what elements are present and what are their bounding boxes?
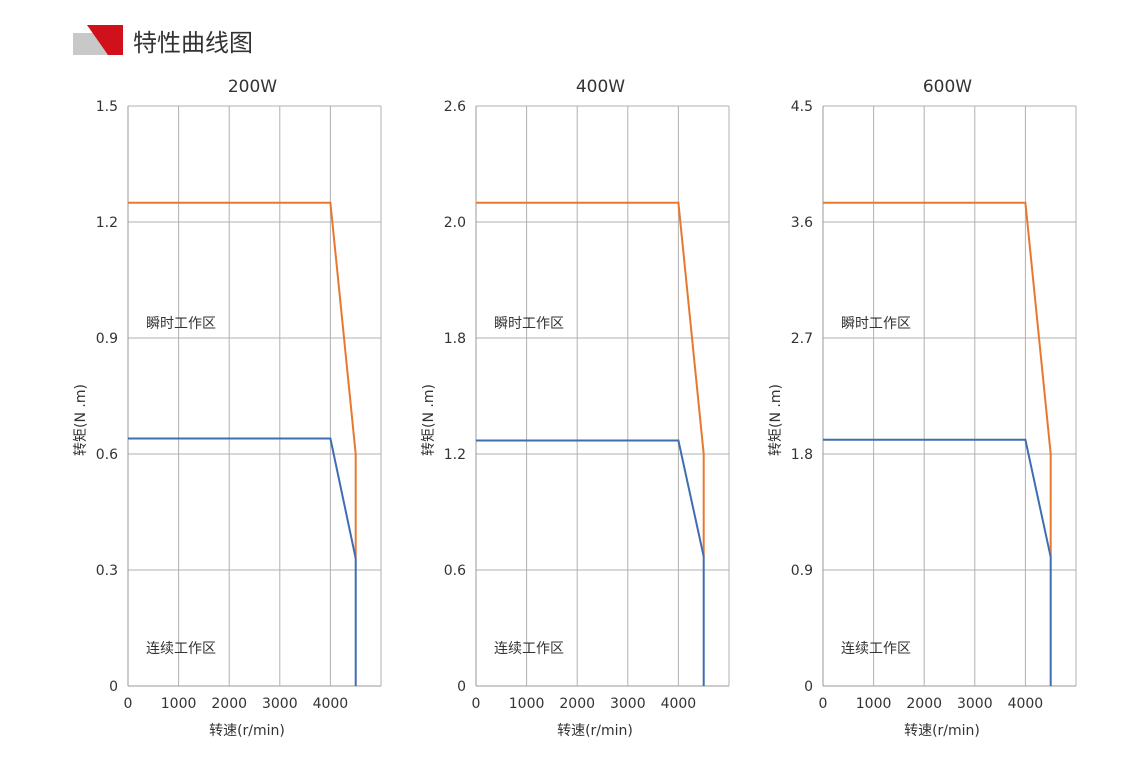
x-tick-label: 3000 bbox=[262, 696, 298, 712]
x-tick-label: 3000 bbox=[610, 696, 646, 712]
annotation-continuous-zone: 连续工作区 bbox=[841, 640, 911, 657]
x-tick-label: 2000 bbox=[559, 696, 595, 712]
x-tick-label: 1000 bbox=[856, 696, 892, 712]
chart-400W: 0 0.6 1.2 1.8 2.0 2.6 0 1000 2000 3000 4000 400W 转速(… bbox=[421, 77, 730, 739]
x-tick-label: 0 bbox=[124, 696, 133, 712]
y-tick-label: 0.6 bbox=[444, 563, 466, 579]
y-tick-label: 0 bbox=[457, 679, 466, 695]
y-tick-label: 1.2 bbox=[96, 215, 118, 231]
series-line-peak bbox=[476, 201, 705, 557]
x-tick-label: 2000 bbox=[906, 696, 942, 712]
x-tick-label: 4000 bbox=[313, 696, 349, 712]
series-line-continuous bbox=[823, 438, 1052, 686]
series-line-peak bbox=[823, 201, 1052, 558]
x-tick-label: 4000 bbox=[1008, 696, 1044, 712]
y-tick-label: 0.3 bbox=[96, 563, 118, 579]
y-tick-label: 1.8 bbox=[444, 331, 466, 347]
annotation-peak-zone: 瞬时工作区 bbox=[841, 316, 911, 332]
chart-title: 200W bbox=[228, 77, 277, 97]
x-tick-label: 3000 bbox=[957, 696, 993, 712]
x-axis-label: 转速(r/min) bbox=[557, 723, 633, 739]
y-tick-label: 1.2 bbox=[444, 447, 466, 463]
header: 特性曲线图 bbox=[73, 25, 253, 57]
y-tick-label: 1.5 bbox=[96, 99, 118, 115]
page-title: 特性曲线图 bbox=[133, 29, 253, 57]
y-axis-label: 转矩(N .m) bbox=[768, 384, 784, 456]
y-tick-label: 0.6 bbox=[96, 447, 118, 463]
y-tick-label: 0.9 bbox=[96, 331, 118, 347]
y-axis-label: 转矩(N .m) bbox=[73, 384, 89, 456]
y-tick-label: 0 bbox=[109, 679, 118, 695]
y-tick-label: 2.6 bbox=[444, 99, 466, 115]
series-line-continuous bbox=[476, 439, 705, 686]
y-axis-label: 转矩(N .m) bbox=[421, 384, 437, 456]
y-tick-label: 3.6 bbox=[791, 215, 813, 231]
x-axis-label: 转速(r/min) bbox=[209, 723, 285, 739]
x-tick-label: 1000 bbox=[509, 696, 545, 712]
annotation-continuous-zone: 连续工作区 bbox=[146, 640, 216, 657]
x-tick-label: 0 bbox=[472, 696, 481, 712]
annotation-continuous-zone: 连续工作区 bbox=[494, 640, 564, 657]
series-line-continuous bbox=[128, 437, 357, 686]
y-tick-label: 0.9 bbox=[791, 563, 813, 579]
annotation-peak-zone: 瞬时工作区 bbox=[146, 316, 216, 332]
x-tick-label: 0 bbox=[819, 696, 828, 712]
x-tick-label: 1000 bbox=[161, 696, 197, 712]
y-tick-label: 2.7 bbox=[791, 331, 813, 347]
x-tick-label: 4000 bbox=[661, 696, 697, 712]
chart-title: 600W bbox=[923, 77, 972, 97]
annotation-peak-zone: 瞬时工作区 bbox=[494, 316, 564, 332]
y-tick-label: 1.8 bbox=[791, 447, 813, 463]
logo-red-block bbox=[87, 25, 123, 55]
chart-600W: 0 0.9 1.8 2.7 3.6 4.5 0 1000 2000 3000 4000 600W 转速(… bbox=[768, 77, 1077, 739]
x-tick-label: 2000 bbox=[211, 696, 247, 712]
logo-gray-block bbox=[73, 33, 108, 55]
y-tick-label: 2.0 bbox=[444, 215, 466, 231]
x-axis-label: 转速(r/min) bbox=[904, 723, 980, 739]
y-tick-label: 4.5 bbox=[791, 99, 813, 115]
y-tick-label: 0 bbox=[804, 679, 813, 695]
chart-title: 400W bbox=[576, 77, 625, 97]
chart-200W: 0 0.3 0.6 0.9 1.2 1.5 0 1000 2000 3000 4000 200W 转速(… bbox=[73, 77, 382, 739]
series-line-peak bbox=[128, 201, 357, 559]
